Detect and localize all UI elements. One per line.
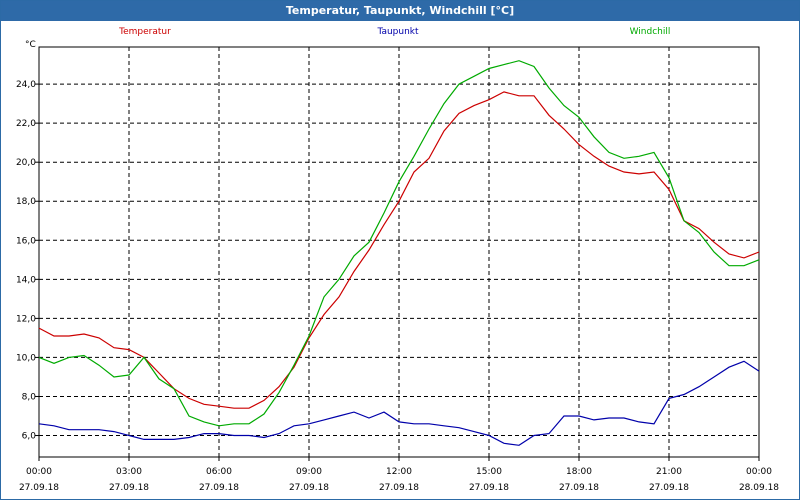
x-tick-date-label: 27.09.18 [469,483,509,493]
y-tick-label: 20,0 [16,158,36,168]
legend: Temperatur Taupunkt Windchill [118,27,670,37]
x-tick-time-label: 03:00 [116,467,142,477]
x-axis-ticks: 00:00 27.09.18 03:00 27.09.18 06:00 27.09.18 0… [19,457,779,493]
x-tick-time-label: 21:00 [656,467,682,477]
y-tick-label: 24,0 [16,80,36,90]
x-tick-time-label: 06:00 [206,467,232,477]
series-lines [38,60,760,446]
y-tick-label: 18,0 [16,197,36,207]
x-tick-time-label: 09:00 [296,467,322,477]
x-tick-time-label: 00:00 [26,467,52,477]
series-line-taupunkt [38,360,760,446]
x-tick-time-label: 12:00 [386,467,412,477]
x-tick-date-label: 27.09.18 [379,483,419,493]
y-tick-label: 22,0 [16,119,36,129]
x-tick-date-label: 28.09.18 [739,483,779,493]
y-tick-label: 6,0 [22,432,37,442]
x-tick-date-label: 27.09.18 [109,483,149,493]
y-tick-label: 12,0 [16,314,36,324]
y-tick-label: 8,0 [22,392,37,402]
x-tick-time-label: 00:00 [746,467,772,477]
x-tick-date-label: 27.09.18 [19,483,59,493]
x-tick-date-label: 27.09.18 [559,483,599,493]
legend-entry-windchill: Windchill [630,27,671,37]
y-tick-label: 16,0 [16,236,36,246]
chart-title: Temperatur, Taupunkt, Windchill [°C] [1,1,799,21]
y-tick-label: 10,0 [16,353,36,363]
legend-entry-temperatur: Temperatur [118,27,171,37]
series-line-windchill [38,60,760,427]
series-line-temperatur [38,91,760,409]
y-tick-label: 14,0 [16,275,36,285]
y-axis-unit-label: °C [25,40,36,50]
x-tick-date-label: 27.09.18 [649,483,689,493]
x-tick-time-label: 18:00 [566,467,592,477]
legend-entry-taupunkt: Taupunkt [376,27,419,37]
y-axis-ticks: 6,0 8,0 10,0 12,0 14,0 16,0 18,0 20,0 22,0 24,0 [16,80,39,442]
x-tick-date-label: 27.09.18 [289,483,329,493]
x-tick-time-label: 15:00 [476,467,502,477]
x-tick-date-label: 27.09.18 [199,483,239,493]
